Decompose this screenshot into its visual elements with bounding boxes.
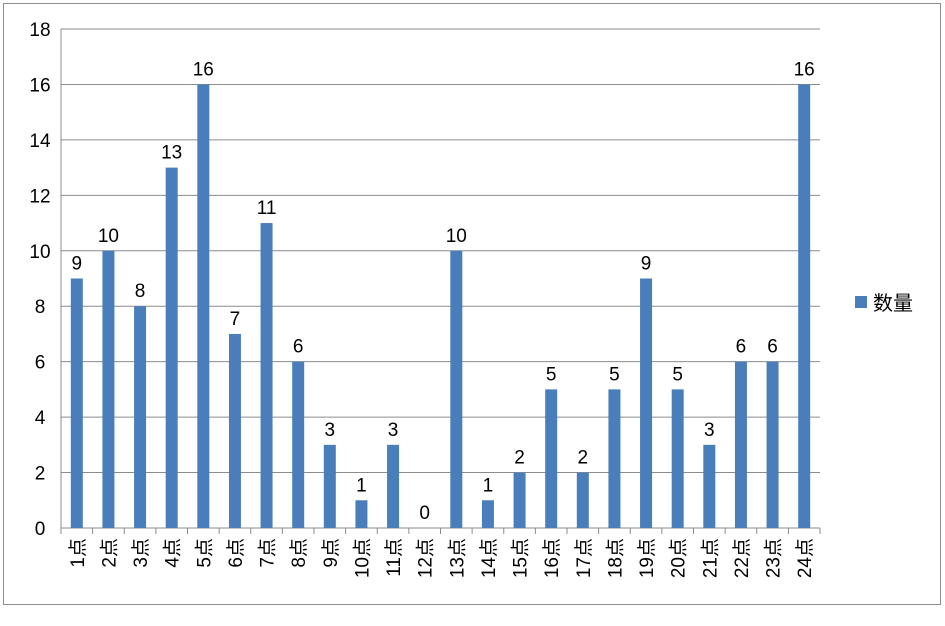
bar	[197, 84, 210, 528]
data-label: 1	[356, 475, 367, 496]
bar	[102, 250, 115, 528]
y-tick-label: 0	[35, 519, 46, 540]
bar	[134, 306, 147, 528]
bar	[481, 500, 494, 528]
x-tick-label: 8点	[288, 538, 310, 568]
bar	[513, 472, 526, 528]
bar	[703, 444, 716, 528]
x-tick-label: 7点	[257, 538, 279, 568]
x-tick-label: 9点	[320, 538, 342, 568]
y-tick-label: 12	[29, 186, 50, 207]
x-tick-label: 18点	[604, 538, 626, 578]
x-tick-label: 12点	[415, 538, 437, 578]
legend-label: 数量	[873, 291, 913, 315]
data-label: 3	[704, 420, 715, 441]
y-tick-label: 14	[29, 131, 51, 152]
data-label: 9	[641, 254, 652, 275]
x-tick-label: 14点	[478, 538, 500, 578]
x-tick-label: 10点	[351, 538, 373, 578]
data-label: 2	[514, 448, 525, 469]
data-label: 3	[325, 420, 336, 441]
bar	[165, 167, 178, 528]
x-tick-label: 3点	[130, 538, 152, 568]
data-label: 5	[609, 364, 620, 385]
y-tick-label: 6	[35, 353, 46, 374]
x-tick-label: 4点	[162, 538, 184, 568]
x-tick-label: 16点	[541, 538, 563, 578]
x-tick-label: 15点	[510, 538, 532, 578]
x-tick-label: 23点	[763, 538, 785, 578]
data-label: 6	[736, 337, 747, 358]
legend-swatch	[855, 295, 867, 308]
data-label: 16	[794, 59, 815, 80]
data-label: 11	[257, 198, 277, 219]
bar	[450, 250, 463, 528]
chart-area	[3, 3, 941, 605]
y-tick-label: 4	[35, 408, 46, 429]
data-label: 5	[546, 364, 557, 385]
bar	[545, 389, 558, 528]
x-tick-label: 2点	[98, 538, 120, 568]
x-tick-label: 13点	[446, 538, 468, 578]
x-tick-label: 20点	[668, 538, 690, 578]
x-tick-label: 17点	[573, 538, 595, 578]
data-label: 16	[193, 59, 214, 80]
bar	[734, 361, 747, 528]
x-tick-label: 21点	[699, 538, 721, 578]
bar	[292, 361, 305, 528]
bar	[766, 361, 779, 528]
x-tick-label: 11点	[383, 538, 405, 577]
legend: 数量	[855, 287, 913, 316]
data-label: 6	[293, 337, 304, 358]
bar	[323, 444, 336, 528]
bar	[70, 278, 83, 528]
y-tick-label: 10	[29, 242, 50, 263]
data-label: 8	[135, 281, 146, 302]
bar	[260, 223, 273, 529]
bar	[671, 389, 684, 528]
x-tick-label: 24点	[794, 538, 816, 578]
y-tick-label: 16	[29, 75, 50, 96]
data-label: 7	[230, 309, 241, 330]
x-tick-label: 1点	[67, 538, 89, 568]
data-label: 0	[419, 503, 430, 524]
data-label: 10	[98, 226, 119, 247]
data-label: 5	[672, 364, 683, 385]
y-tick-label: 8	[35, 297, 46, 318]
data-label: 3	[388, 420, 399, 441]
bar	[387, 444, 400, 528]
x-tick-label: 6点	[225, 538, 247, 568]
x-tick-label: 22点	[731, 538, 753, 578]
y-tick-label: 2	[35, 464, 46, 485]
data-label: 6	[767, 337, 778, 358]
bar	[576, 472, 589, 528]
data-label: 1	[483, 475, 494, 496]
bar	[355, 500, 368, 528]
data-label: 2	[578, 448, 589, 469]
bar	[608, 389, 621, 528]
x-tick-label: 5点	[193, 538, 215, 568]
data-label: 10	[446, 226, 467, 247]
y-tick-label: 18	[29, 20, 50, 41]
x-tick-label: 19点	[636, 538, 658, 578]
data-label: 13	[161, 143, 182, 164]
bar	[228, 333, 241, 528]
bar	[798, 84, 811, 528]
data-label: 9	[72, 254, 83, 275]
bar	[640, 278, 653, 528]
